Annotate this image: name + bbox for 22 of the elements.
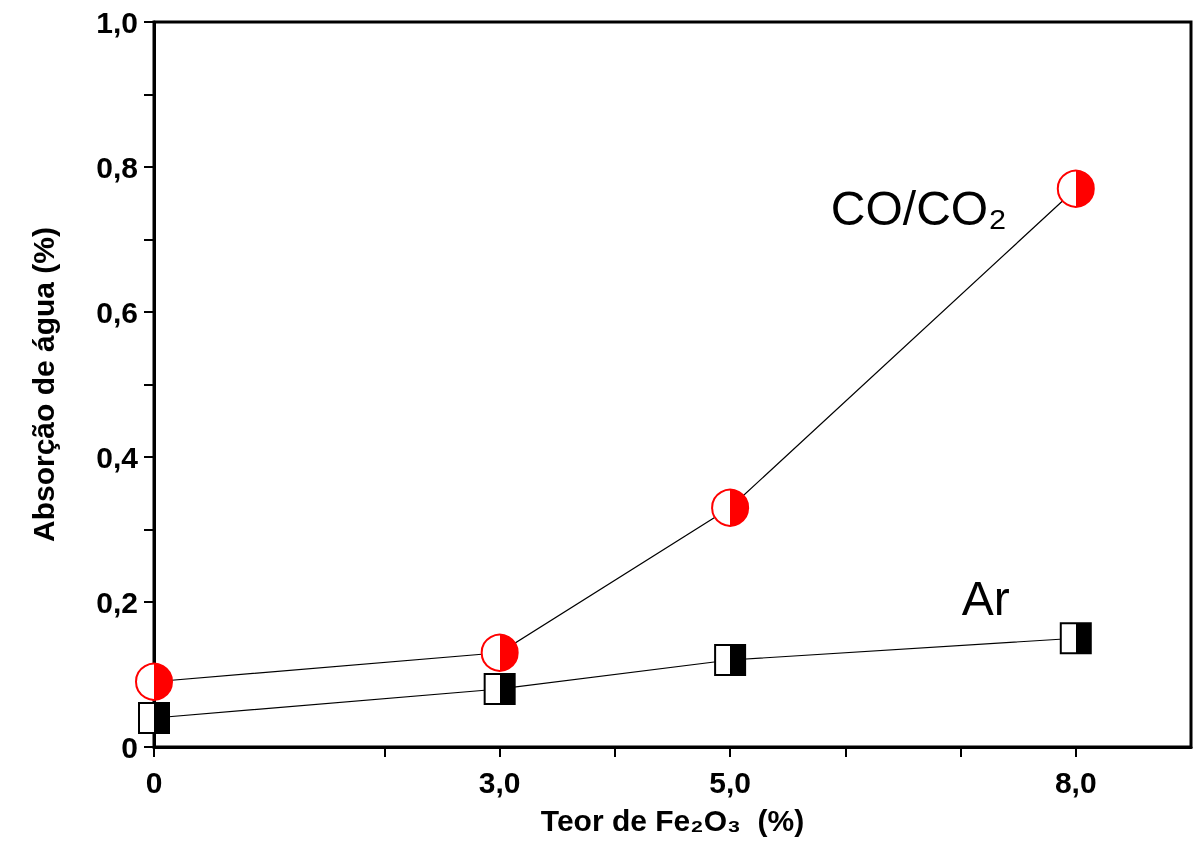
- point: [135, 662, 173, 701]
- y-tick-label: 0,4: [96, 440, 139, 474]
- point: [480, 633, 519, 672]
- x-tick-label: 5,0: [709, 765, 751, 799]
- y-tick-label: 0,2: [96, 585, 138, 619]
- y-axis-title: Absorção de água (%): [26, 226, 60, 543]
- point: [714, 644, 747, 676]
- point: [483, 673, 516, 705]
- y-tick-label: 0,8: [96, 150, 138, 184]
- series-label: CO/CO₂: [830, 182, 1007, 236]
- x-tick-label: 0: [145, 765, 163, 799]
- point: [1056, 169, 1095, 208]
- y-tick-label: 0: [121, 730, 138, 764]
- x-tick-label: 3,0: [478, 765, 521, 799]
- point: [711, 488, 750, 527]
- point: [138, 702, 170, 734]
- series-label: Ar: [961, 571, 1010, 625]
- y-tick-label: 0,6: [96, 295, 138, 329]
- x-tick-label: 8,0: [1054, 765, 1097, 799]
- point: [1059, 622, 1092, 655]
- y-tick-label: 1,0: [96, 5, 138, 39]
- x-axis-title: Teor de Fe₂O₃ (%): [540, 803, 805, 837]
